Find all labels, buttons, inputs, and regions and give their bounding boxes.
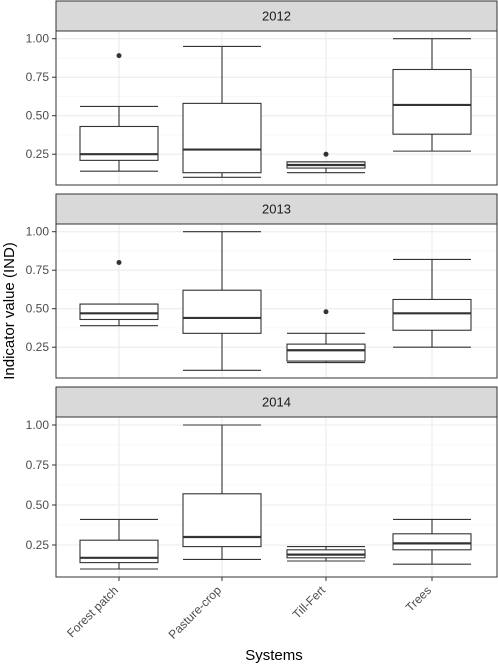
- outlier-point: [323, 151, 329, 157]
- x-tick-label: Till-Fert: [290, 583, 329, 622]
- strip-label: 2012: [262, 9, 291, 24]
- box-Pasture-crop: [182, 45, 262, 178]
- box-Pasture-crop: [182, 424, 262, 560]
- panel-2012: 2012 0.25 0.50 0.75 1.00: [26, 0, 498, 186]
- strip-label: 2013: [262, 202, 291, 217]
- y-tick-label: 0.75: [26, 70, 50, 84]
- y-tick-label: 0.50: [26, 109, 50, 123]
- y-tick-label: 0.25: [26, 147, 50, 161]
- box-Till-Fert: [286, 309, 366, 364]
- box-iqr: [392, 68, 472, 135]
- y-axis-title: Indicator value (IND): [1, 242, 18, 380]
- y-tick-label: 0.75: [26, 458, 50, 472]
- box-iqr: [392, 533, 472, 551]
- outlier-point: [323, 309, 329, 315]
- box-iqr: [182, 289, 262, 334]
- strip-background: [55, 386, 498, 418]
- y-tick-label: 0.25: [26, 538, 50, 552]
- panel-border: [55, 416, 498, 578]
- y-tick-label: 1.00: [26, 32, 50, 46]
- x-tick-label: Pasture-crop: [166, 583, 225, 642]
- box-iqr: [182, 493, 262, 548]
- panel-border: [55, 30, 498, 186]
- box-iqr: [79, 539, 159, 564]
- panel-border: [55, 223, 498, 379]
- box-iqr: [79, 303, 159, 321]
- box-Trees: [392, 258, 472, 348]
- y-tick-label: 0.25: [26, 340, 50, 354]
- box-iqr: [392, 298, 472, 331]
- box-Forest patch: [79, 260, 159, 327]
- strip-background: [55, 0, 498, 32]
- box-Till-Fert: [286, 151, 366, 174]
- panel-2014: 2014 0.25 0.50 0.75 1.00: [26, 386, 498, 578]
- strip-label: 2014: [262, 395, 291, 410]
- outlier-point: [116, 260, 122, 265]
- box-Till-Fert: [286, 546, 366, 562]
- y-tick-label: 1.00: [26, 225, 50, 239]
- outlier-point: [116, 53, 122, 59]
- y-tick-label: 0.75: [26, 263, 50, 277]
- y-tick-label: 1.00: [26, 418, 50, 432]
- y-tick-label: 0.50: [26, 498, 50, 512]
- box-Forest patch: [79, 53, 159, 172]
- x-tick-label: Trees: [403, 583, 434, 614]
- box-iqr: [182, 102, 262, 174]
- panel-2013: 2013 0.25 0.50 0.75 1.00: [26, 193, 498, 379]
- x-axis-title: Systems: [245, 647, 303, 664]
- box-Pasture-crop: [182, 231, 262, 371]
- box-iqr: [286, 343, 366, 362]
- box-Trees: [392, 38, 472, 152]
- box-Trees: [392, 518, 472, 565]
- box-Forest patch: [79, 518, 159, 570]
- x-tick-label: Forest patch: [64, 583, 121, 640]
- y-tick-label: 0.50: [26, 302, 50, 316]
